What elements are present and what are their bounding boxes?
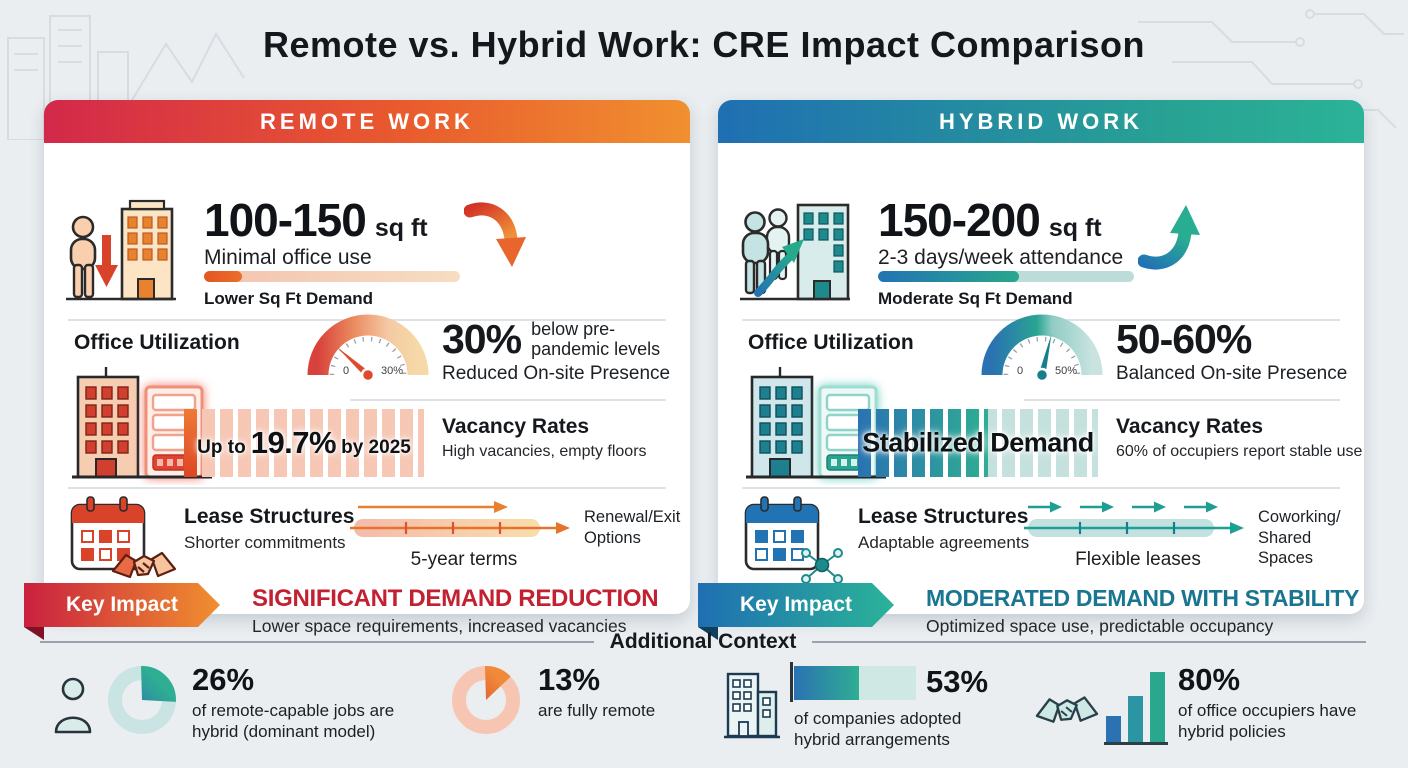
hybrid-work-panel: HYBRID WORK 150-2: [698, 100, 1364, 640]
calendar-handshake-icon: [70, 496, 177, 579]
gauge-min-label: 0: [1017, 365, 1023, 377]
remote-panel-header: REMOTE WORK: [44, 100, 690, 143]
separator: [1024, 399, 1340, 401]
space-desc: 2-3 days/week attendance: [878, 246, 1124, 269]
stat-desc: are fully remote: [538, 701, 656, 720]
utilization-sub: Balanced On-site Presence: [1116, 363, 1348, 384]
lease-text-block: Lease Structures Adaptable agreements: [858, 505, 1029, 553]
utilization-stat: 30% below pre- pandemic levels Reduced O…: [442, 319, 690, 385]
space-unit: sq ft: [1048, 214, 1102, 242]
vacancy-striped-bar: Stabilized Demand: [858, 409, 1098, 477]
key-impact-headline: SIGNIFICANT DEMAND REDUCTION: [252, 585, 659, 612]
utilization-value: 30%: [442, 316, 522, 362]
lease-label: Lease Structures: [184, 505, 355, 528]
office-utilization-label: Office Utilization: [74, 331, 240, 354]
vacancy-bar-track: [184, 409, 424, 477]
key-impact-ribbon: Key Impact: [24, 583, 220, 627]
utilization-sub: Reduced On-site Presence: [442, 363, 671, 384]
sqft-demand-bar-label: Lower Sq Ft Demand: [204, 289, 374, 308]
lease-text-block: Lease Structures Shorter commitments: [184, 505, 354, 553]
space-value: 150-200: [878, 194, 1041, 246]
utilization-gauge: 0 30%: [307, 314, 429, 383]
handshake-icon: [1035, 696, 1099, 723]
space-desc: Minimal office use: [204, 246, 372, 269]
adoption-bar: [794, 666, 916, 700]
separator: [742, 487, 1340, 489]
donut-chart-fully-remote: [452, 666, 520, 734]
additional-context-divider: Additional Context: [40, 630, 1366, 654]
bar-chart-icon: [1104, 672, 1168, 745]
lease-timeline-label: Flexible leases: [1075, 549, 1201, 570]
lease-label: Lease Structures: [858, 505, 1029, 528]
trend-up-arrow-icon: [1138, 205, 1200, 270]
space-metric: 150-200 sq ft 2-3 days/week attendance: [878, 197, 1123, 270]
vacancy-bar-text: Up to 19.7% by 2025: [197, 425, 411, 460]
gauge-max-label: 50%: [1055, 365, 1077, 377]
lease-side-note: Coworking/ Shared Spaces: [1258, 508, 1341, 568]
sqft-demand-bar-label: Moderate Sq Ft Demand: [878, 289, 1073, 308]
gauge-min-label: 0: [343, 365, 349, 377]
vacancy-label: Vacancy Rates: [442, 415, 590, 438]
key-impact-headline: MODERATED DEMAND WITH STABILITY: [926, 585, 1360, 611]
utilization-side-note: below pre- pandemic levels: [531, 318, 661, 359]
people-building-growth-icon: [740, 203, 850, 301]
sqft-demand-bar: [204, 271, 460, 282]
office-utilization-label: Office Utilization: [748, 331, 914, 354]
lease-side-note: Renewal/Exit Options: [584, 508, 681, 547]
page-title: Remote vs. Hybrid Work: CRE Impact Compa…: [263, 24, 1145, 65]
lease-timeline-graphic: [1024, 501, 1244, 537]
stable-building-icon: [746, 367, 886, 479]
gauge-max-label: 30%: [381, 365, 403, 377]
hybrid-panel-header: HYBRID WORK: [718, 100, 1364, 143]
utilization-value: 50-60%: [1116, 316, 1252, 362]
trend-down-arrow-icon: [464, 202, 526, 267]
vacancy-text-block: Vacancy Rates High vacancies, empty floo…: [442, 415, 647, 461]
stat-value: 53%: [926, 664, 989, 699]
remote-work-panel: REMOTE WORK 100-150 sq ft Minimal: [24, 100, 690, 640]
utilization-stat: 50-60% Balanced On-site Presence: [1116, 319, 1364, 385]
space-value: 100-150: [204, 194, 367, 246]
vacancy-label: Vacancy Rates: [1116, 415, 1264, 438]
sqft-demand-bar-fill: [204, 271, 243, 282]
lease-desc: Shorter commitments: [184, 533, 346, 552]
vacancy-bar-text: Stabilized Demand: [862, 427, 1094, 458]
vacant-building-icon: [72, 367, 212, 479]
calendar-network-icon: [744, 496, 843, 584]
additional-context-title: Additional Context: [609, 630, 797, 653]
hbar-axis-tick: [790, 662, 793, 702]
vacancy-desc: 60% of occupiers report stable use: [1116, 443, 1363, 460]
person-building-decline-icon: [66, 199, 176, 301]
stat-desc: of office occupiers have hybrid policies: [1178, 701, 1357, 742]
separator: [350, 399, 666, 401]
stat-value: 13%: [538, 662, 601, 697]
buildings-icon: [724, 672, 780, 739]
stat-value: 80%: [1178, 662, 1241, 697]
space-metric: 100-150 sq ft Minimal office use: [204, 197, 428, 270]
stat-value: 26%: [192, 662, 255, 697]
key-impact-ribbon: Key Impact: [698, 583, 894, 627]
lease-timeline-label: 5-year terms: [410, 549, 518, 570]
vacancy-bar-fill: [858, 409, 988, 477]
sqft-demand-bar: [878, 271, 1134, 282]
lease-timeline-graphic: [350, 501, 570, 537]
stat-desc: of remote-capable jobs are hybrid (domin…: [192, 701, 395, 742]
vacancy-striped-bar: Up to 19.7% by 2025: [184, 409, 424, 477]
space-unit: sq ft: [374, 214, 428, 242]
stat-desc: of companies adopted hybrid arrangements: [794, 709, 962, 750]
adoption-bar-fill: [794, 666, 859, 700]
separator: [68, 487, 666, 489]
utilization-gauge: 0 50%: [981, 314, 1103, 383]
donut-chart-hybrid-share: [108, 666, 176, 734]
person-icon: [54, 677, 92, 734]
vacancy-desc: High vacancies, empty floors: [442, 443, 647, 460]
vacancy-text-block: Vacancy Rates 60% of occupiers report st…: [1116, 415, 1362, 461]
sqft-demand-bar-fill: [878, 271, 1019, 282]
vacancy-bar-fill: [184, 409, 197, 477]
lease-desc: Adaptable agreements: [858, 533, 1030, 552]
